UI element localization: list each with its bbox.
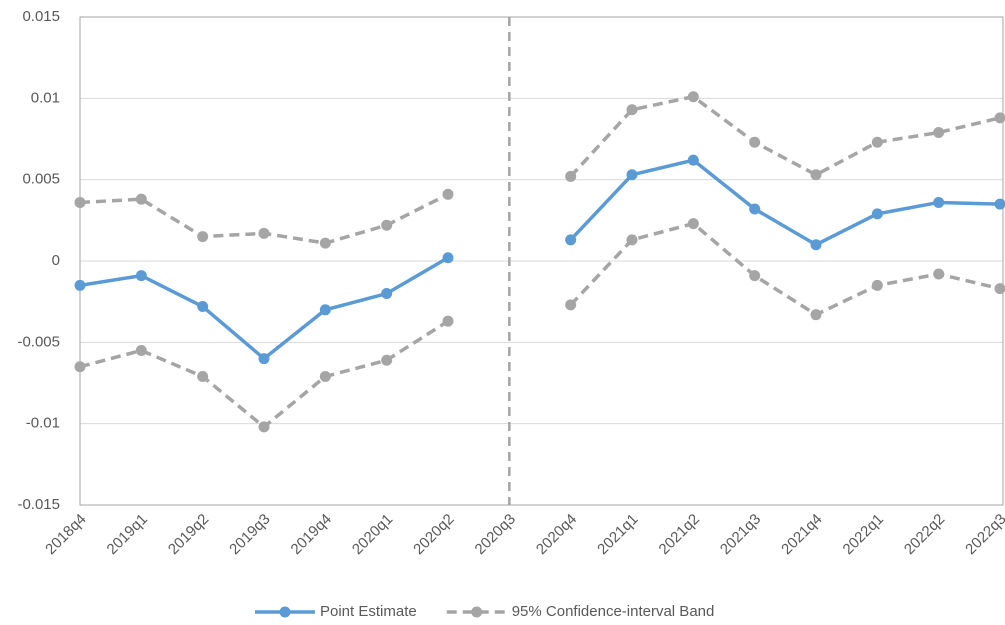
point-marker [74,361,86,373]
point-marker [933,268,945,280]
point-marker [687,218,699,230]
x-tick-label: 2019q4 [288,511,335,558]
x-tick-label: 2020q4 [533,511,580,558]
x-tick-label: 2018q4 [42,511,89,558]
legend-label: Point Estimate [320,603,417,620]
x-tick-label: 2021q4 [778,511,825,558]
point-marker [810,169,822,181]
point-marker [319,304,331,316]
series-line [569,221,1001,317]
x-tick-label: 2022q1 [840,511,887,558]
x-tick-label: 2021q1 [594,511,641,558]
point-marker [381,354,393,366]
y-tick-label: 0.01 [31,89,60,106]
point-marker [135,193,147,205]
y-tick-label: 0 [52,252,60,269]
point-marker [197,370,209,382]
point-marker [197,301,209,313]
series-line [569,158,1001,247]
point-marker [442,315,454,327]
x-tick-label: 2019q3 [226,511,273,558]
y-tick-label: 0.005 [22,171,60,188]
point-marker [565,170,577,182]
point-marker [933,196,945,208]
y-tick-label: -0.015 [17,496,60,513]
point-marker [626,234,638,246]
legend-item: Point Estimate [255,603,417,620]
point-marker [749,136,761,148]
x-tick-label: 2022q2 [901,511,948,558]
point-marker [135,344,147,356]
point-marker [319,237,331,249]
series-line [79,256,449,361]
legend-item: 95% Confidence-interval Band [446,603,715,620]
legend-marker [471,606,483,618]
x-tick-label: 2021q3 [717,511,764,558]
series-line [569,94,1001,178]
point-marker [74,196,86,208]
point-marker [687,91,699,103]
point-marker [810,309,822,321]
point-marker [319,370,331,382]
point-marker [933,126,945,138]
point-marker [258,353,270,365]
y-tick-label: 0.015 [22,8,60,25]
point-marker [442,188,454,200]
point-marker [810,239,822,251]
legend-marker [279,606,291,618]
point-marker [871,136,883,148]
point-marker [994,112,1005,124]
point-marker [749,203,761,215]
point-marker [197,231,209,243]
point-marker [626,104,638,116]
x-tick-label: 2022q3 [962,511,1005,558]
x-tick-label: 2020q3 [472,511,519,558]
y-tick-label: -0.005 [17,333,60,350]
point-marker [381,219,393,231]
point-marker [381,288,393,300]
point-marker [749,270,761,282]
y-tick-label: -0.01 [26,415,60,432]
point-marker [74,279,86,291]
point-marker [565,234,577,246]
point-marker [135,270,147,282]
x-tick-label: 2021q2 [656,511,703,558]
plot-border [79,16,1004,506]
point-marker [626,169,638,181]
x-tick-label: 2019q2 [165,511,212,558]
x-tick-label: 2019q1 [104,511,151,558]
point-marker [565,299,577,311]
point-marker [994,198,1005,210]
x-tick-label: 2020q2 [410,511,457,558]
series-line [79,319,449,429]
point-marker [258,227,270,239]
point-marker [258,421,270,433]
legend-label: 95% Confidence-interval Band [512,603,715,620]
x-tick-label: 2020q1 [349,511,396,558]
point-marker [994,283,1005,295]
point-marker [687,154,699,166]
point-marker [871,208,883,220]
point-marker [871,279,883,291]
point-marker [442,252,454,264]
